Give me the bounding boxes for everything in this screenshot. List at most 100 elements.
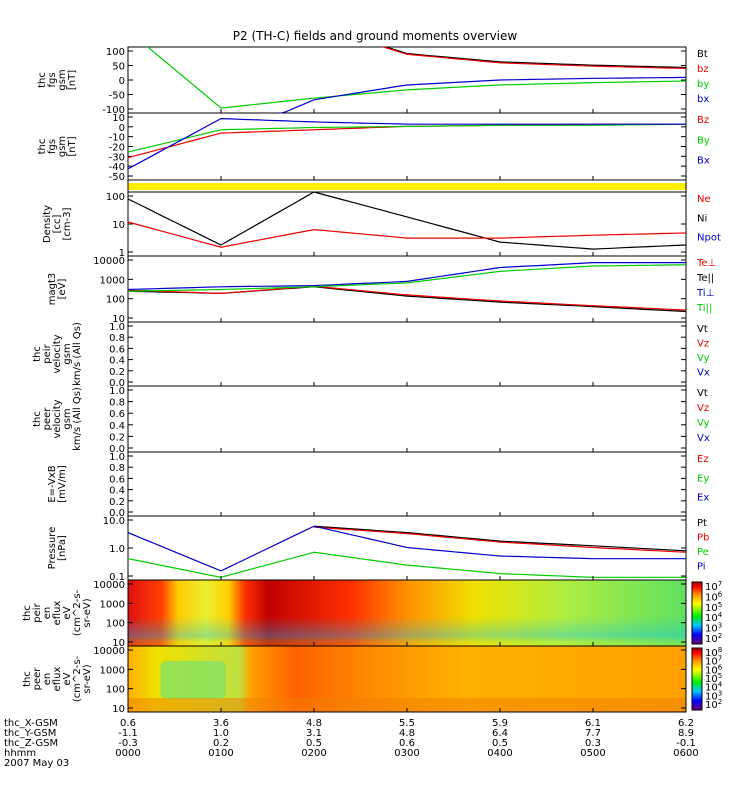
ytick-label-peir_eflux: 10000 xyxy=(93,580,125,591)
ytick-label-peir_eflux: 10 xyxy=(112,638,125,649)
legend-density: Npot xyxy=(697,233,721,244)
ylabel-peir_vel: gsm xyxy=(62,343,73,364)
ylabel-pressure: Pressure xyxy=(47,527,58,570)
ytick-label-peer_vel: 0.4 xyxy=(109,421,125,432)
colorbar-label-peir_eflux: 106 xyxy=(705,590,723,603)
ytick-label-temp: 10 xyxy=(112,314,125,325)
legend-fgs_gsm: bz xyxy=(697,64,709,75)
ytick-label-fgs_gsm_dsl: -30 xyxy=(109,152,125,163)
ytick-label-efield: 0.2 xyxy=(109,497,125,508)
colorbar-label-peer_eflux: 102 xyxy=(705,698,722,711)
legend-fgs_gsm_dsl: Bz xyxy=(697,115,709,126)
ylabel-pressure: [nPa] xyxy=(57,535,68,561)
legend-fgs_gsm_dsl: Bx xyxy=(697,156,710,167)
ytick-label-density: 10 xyxy=(112,220,125,231)
ylabel-density: Density xyxy=(42,205,53,243)
ylabel-peer_eflux: eflux xyxy=(52,667,63,692)
xaxis-tick-label: 0.2 xyxy=(213,738,229,749)
xaxis-tick-label: 1.0 xyxy=(213,728,229,739)
legend-density: Ne xyxy=(697,194,711,205)
ylabel-peer_vel: km/s (All Qs) xyxy=(72,387,83,451)
colorbar-label-peer_eflux: 104 xyxy=(705,681,723,694)
ytick-label-peir_vel: 0.8 xyxy=(109,333,125,344)
xaxis-tick-label: 0.6 xyxy=(120,718,136,729)
xaxis-tick-label: 0.3 xyxy=(585,738,601,749)
ytick-label-peer_eflux: 1000 xyxy=(100,665,125,676)
ylabel-peer_eflux: eV xyxy=(62,672,73,685)
legend-pressure: Pe xyxy=(697,547,709,558)
ylabel-fgs_gsm: fgs xyxy=(47,72,58,87)
legend-pressure: Pi xyxy=(697,562,706,573)
ytick-label-peir_vel: 0.6 xyxy=(109,344,125,355)
legend-fgs_gsm: by xyxy=(697,79,709,90)
legend-temp: Te|| xyxy=(696,273,714,284)
ylabel-peer_eflux: sr-eV) xyxy=(82,664,93,693)
panel-frame-efield xyxy=(127,451,687,517)
ylabel-peer_eflux: peer xyxy=(32,667,43,691)
xaxis-tick-label: 0600 xyxy=(673,748,698,759)
ylabel-peir_eflux: eV xyxy=(62,606,73,619)
xaxis-row-label: hhmm xyxy=(4,748,36,759)
xaxis-tick-label: 5.5 xyxy=(399,718,415,729)
ytick-label-peer_eflux: 100 xyxy=(106,685,125,696)
colorbar-label-peer_eflux: 103 xyxy=(705,689,722,702)
xaxis-tick-label: -1.1 xyxy=(118,728,138,739)
ytick-label-fgs_gsm_dsl: -10 xyxy=(109,133,125,144)
xaxis-tick-label: 0.5 xyxy=(492,738,508,749)
legend-peir_vel: Vy xyxy=(697,353,710,364)
xaxis-tick-label: 3.6 xyxy=(213,718,229,729)
ylabel-fgs_gsm: [nT] xyxy=(67,70,78,90)
series-line-Ni xyxy=(128,192,686,250)
ylabel-temp: magt3 xyxy=(47,273,58,306)
xaxis-tick-label: 7.7 xyxy=(585,728,601,739)
chart-title: P2 (TH-C) fields and ground moments over… xyxy=(233,29,518,43)
ylabel-peir_vel: km/s (All Qs) xyxy=(72,322,83,386)
ytick-label-fgs_gsm_dsl: 0 xyxy=(119,123,125,134)
colorbar-label-peer_eflux: 105 xyxy=(705,672,722,685)
ytick-label-peir_eflux: 100 xyxy=(106,619,125,630)
ylabel-fgs_gsm_dsl: [nT] xyxy=(67,136,78,156)
xaxis-tick-label: 8.9 xyxy=(678,728,694,739)
colorbar-peer_eflux xyxy=(691,647,703,711)
legend-efield: Ex xyxy=(697,493,709,504)
legend-peir_vel: Vx xyxy=(697,368,710,379)
ytick-label-fgs_gsm: 100 xyxy=(106,47,125,58)
ytick-label-fgs_gsm_dsl: -40 xyxy=(109,162,125,173)
legend-pressure: Pt xyxy=(697,518,707,529)
colorbar-label-peir_eflux: 103 xyxy=(705,622,722,635)
ylabel-peir_vel: velocity xyxy=(52,334,63,373)
ylabel-peer_vel: thc xyxy=(32,411,43,427)
series-line-Pi xyxy=(128,525,686,572)
xaxis-tick-label: 6.4 xyxy=(492,728,508,739)
ytick-label-fgs_gsm_dsl: 10 xyxy=(112,113,125,124)
legend-efield: Ey xyxy=(697,473,709,484)
legend-fgs_gsm: bx xyxy=(697,94,709,105)
series-line-Bt xyxy=(382,47,686,69)
series-line-By xyxy=(128,123,686,153)
ylabel-peir_vel: thc xyxy=(32,346,43,362)
ytick-label-fgs_gsm: 0 xyxy=(119,76,125,87)
ylabel-peer_eflux: en xyxy=(42,673,53,686)
ytick-label-peir_vel: 0.4 xyxy=(109,356,125,367)
panel-frame-peir_vel xyxy=(127,321,687,387)
panel-frame-density xyxy=(127,191,687,257)
ylabel-fgs_gsm_dsl: thc xyxy=(37,139,48,155)
xaxis-row-label: thc_Z-GSM xyxy=(4,738,58,749)
colorbar-label-peir_eflux: 107 xyxy=(705,580,722,593)
ytick-label-efield: 0.0 xyxy=(109,508,125,519)
xaxis-tick-label: -0.3 xyxy=(118,738,138,749)
xaxis-tick-label: 3.1 xyxy=(306,728,322,739)
xaxis-row-label: thc_X-GSM xyxy=(4,718,58,729)
date-label: 2007 May 03 xyxy=(4,758,69,769)
ytick-label-peer_vel: 0.0 xyxy=(109,444,125,455)
series-line-bz xyxy=(381,47,686,69)
xaxis-tick-label: 0.6 xyxy=(399,738,415,749)
ylabel-fgs_gsm: thc xyxy=(37,72,48,88)
spectrogram-peer-bottom xyxy=(128,698,686,712)
legend-peer_vel: Vy xyxy=(697,418,710,429)
xaxis-tick-label: 6.1 xyxy=(585,718,601,729)
ylabel-peer_vel: gsm xyxy=(62,408,73,429)
colorbar-label-peir_eflux: 105 xyxy=(705,601,722,614)
ylabel-temp: [eV] xyxy=(57,279,68,300)
